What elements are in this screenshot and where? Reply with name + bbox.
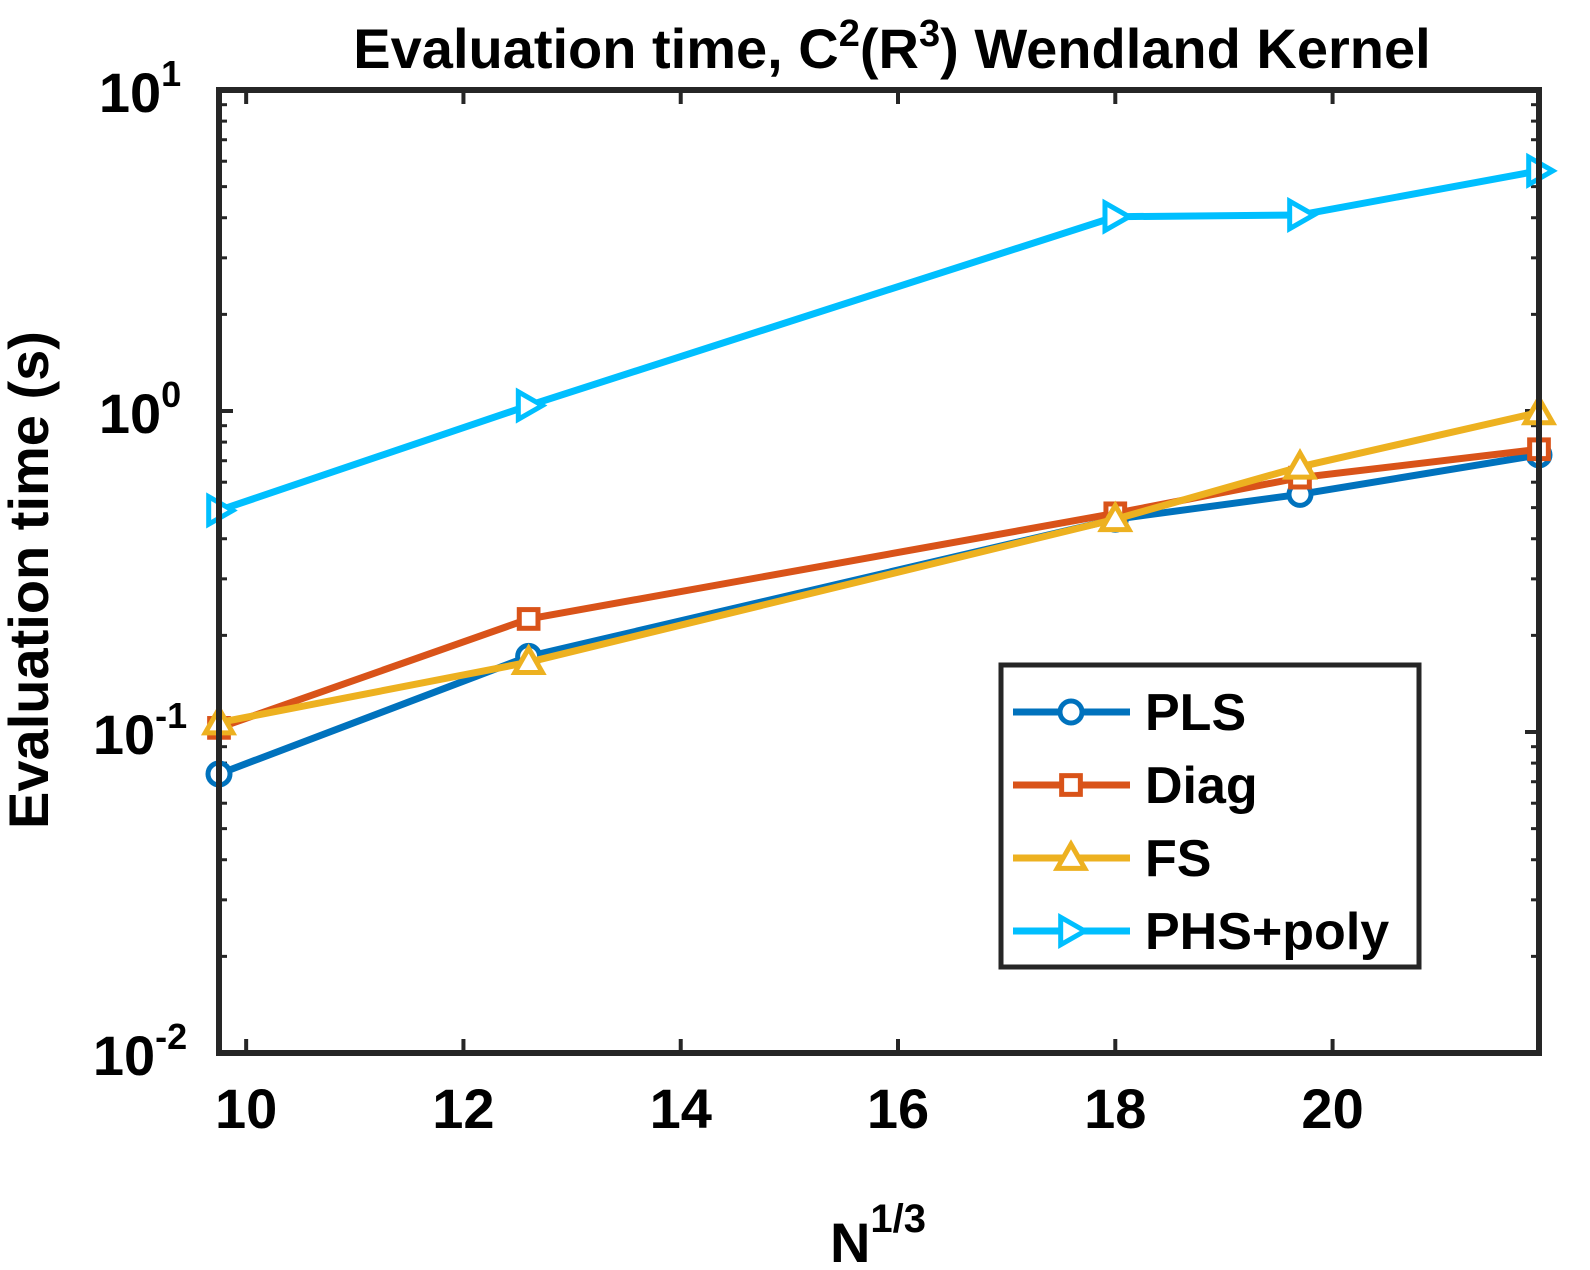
plot-frame [216,87,1542,1056]
legend-entry-fs: FS [1013,830,1211,888]
data-point-phs-poly [515,387,548,424]
legend-label-phs-poly: PHS+poly [1145,903,1389,961]
legend-marker-fs [1052,839,1090,871]
chart-title-sup2: 3 [919,13,940,55]
legend-label-diag: Diag [1145,757,1258,815]
x-tick-label: 12 [432,1077,494,1140]
y-tick-label: 10-2 [93,1016,187,1087]
y-axis-label: Evaluation time (s) [0,331,60,829]
legend-marker-phs-poly [1058,912,1090,950]
data-point-fs [1097,500,1134,533]
y-tick-label: 101 [99,53,181,124]
x-tick-label: 18 [1084,1077,1146,1140]
legend-entry-phs-poly: PHS+poly [1013,903,1389,961]
data-point-diag [516,607,541,631]
data-point-fs [1281,448,1319,480]
chart-title-suffix: ) Wendland Kernel [940,17,1431,80]
x-tick-label: 16 [867,1077,929,1140]
data-point-phs-poly [1102,198,1135,235]
data-point-phs-poly [1287,196,1319,234]
legend-entry-diag: Diag [1013,757,1258,815]
x-tick-label: 20 [1301,1077,1363,1140]
legend-label-pls: PLS [1145,684,1246,742]
series-fs [200,393,1558,736]
chart-title-mid: (R [860,17,919,80]
chart-title: Evaluation time, C2(R3) Wendland Kernel [353,13,1430,80]
data-point-fs [510,643,547,676]
legend-marker-pls [1057,698,1085,726]
legend: PLS Diag FS PHS+poly [998,662,1422,970]
chart-title-sup1: 2 [839,13,860,55]
legend-entry-pls: PLS [1013,684,1246,742]
chart-title-prefix: Evaluation time, C [353,17,838,80]
x-axis-label-base: N [830,1211,870,1270]
ticks-layer: 10 12 14 16 18 20 10-2 10-1 100 101 [93,53,1539,1140]
series-layer [200,152,1558,788]
legend-marker-diag [1059,773,1083,797]
y-tick-label: 10-1 [93,695,187,766]
x-tick-label: 10 [215,1077,277,1140]
legend-items: PLS Diag FS PHS+poly [1013,684,1389,961]
x-axis-label: N1/3 [830,1197,926,1270]
legend-label-fs: FS [1145,830,1211,888]
y-tick-label: 100 [99,374,181,445]
x-axis-label-sup: 1/3 [870,1197,926,1241]
x-tick-label: 14 [650,1077,712,1140]
